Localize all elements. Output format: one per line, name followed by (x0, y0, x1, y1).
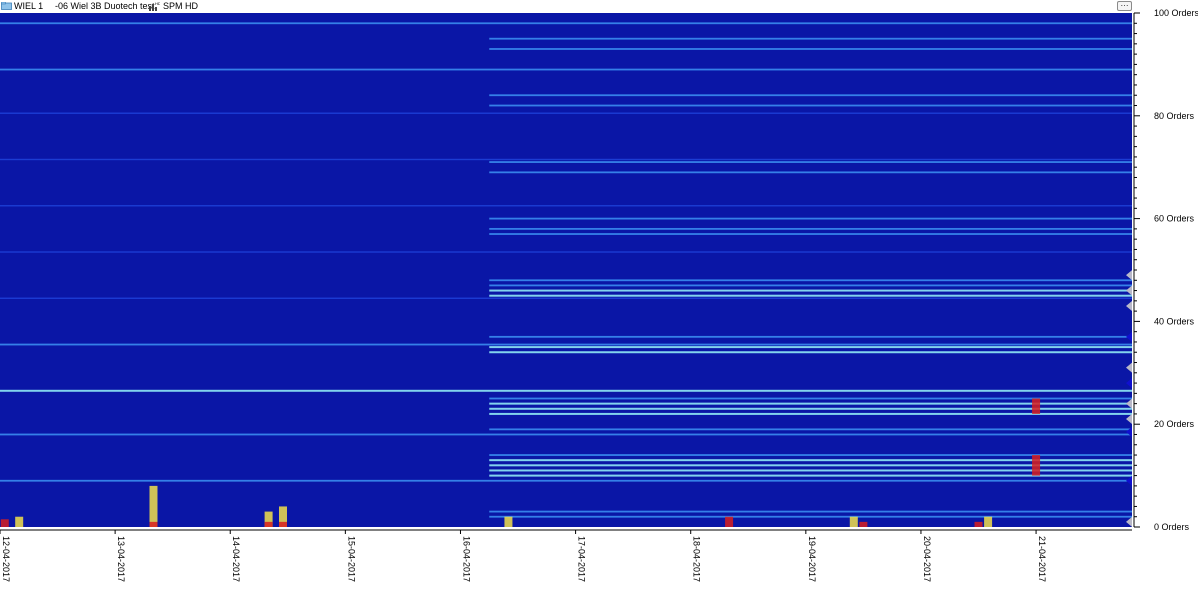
order-marker-gray[interactable] (1126, 300, 1132, 311)
order-band (489, 227, 1132, 230)
hotspot (849, 516, 858, 527)
order-band (489, 217, 1132, 220)
x-tick-label: 17-04-2017 (577, 536, 587, 582)
hotspot (149, 521, 158, 527)
order-marker-blue[interactable] (1126, 426, 1132, 437)
measurement-type[interactable]: SPM HD (163, 1, 199, 11)
y-tick-label: 0 Orders (1154, 522, 1190, 532)
y-tick-label: 100 Orders (1154, 8, 1198, 18)
y-tick-label: 20 Orders (1154, 419, 1195, 429)
order-band (489, 48, 1132, 50)
y-axis: 0 Orders 20 Orders 40 Orders 60 Orders 80 Or… (1133, 8, 1198, 532)
order-marker-blue[interactable] (1126, 331, 1132, 342)
order-band (0, 205, 1132, 207)
order-marker-blue[interactable] (1126, 378, 1132, 389)
order-band (0, 22, 1132, 25)
y-tick-label: 40 Orders (1154, 316, 1195, 326)
order-band (489, 515, 1132, 518)
order-band (489, 510, 1132, 513)
svg-text:HD: HD (155, 1, 160, 6)
order-band (0, 297, 1132, 299)
chart-icon: HD (149, 1, 160, 11)
order-band (489, 469, 1132, 472)
order-band (489, 279, 1132, 282)
y-tick-label: 60 Orders (1154, 214, 1195, 224)
order-band (0, 389, 1132, 392)
order-band (489, 459, 1132, 462)
more-menu-button[interactable]: ··· (1117, 1, 1132, 11)
hotspot (149, 485, 158, 527)
order-band (489, 289, 1132, 292)
order-band (489, 464, 1132, 467)
order-band (489, 294, 1132, 297)
hotspot (1032, 455, 1041, 476)
order-band (489, 474, 1132, 477)
x-axis: 12-04-2017 13-04-2017 14-04-2017 15-04-2017… (0, 529, 1132, 582)
order-marker-gray[interactable] (1126, 516, 1132, 527)
title-bar: WIEL 1 -06 Wiel 3B Duotech test HD SPM H… (0, 0, 1198, 13)
hotspot (279, 506, 287, 527)
order-band (489, 161, 1132, 163)
hotspot (504, 516, 513, 527)
x-tick-label: 15-04-2017 (346, 536, 356, 582)
x-tick-label: 20-04-2017 (922, 536, 932, 582)
hotspot (264, 511, 273, 527)
order-band (0, 112, 1132, 114)
order-marker-gray[interactable] (1126, 414, 1132, 425)
order-band (489, 104, 1132, 107)
hotspot (984, 516, 993, 527)
order-band (489, 335, 1132, 338)
x-tick-label: 16-04-2017 (461, 536, 471, 582)
order-band (489, 94, 1132, 97)
order-marker-blue[interactable] (1126, 475, 1132, 486)
order-band (489, 407, 1132, 410)
order-band (0, 158, 1132, 161)
order-band (489, 346, 1132, 349)
order-band (489, 284, 1132, 287)
order-band (0, 343, 1132, 346)
order-band (489, 37, 1132, 40)
hotspot (0, 519, 9, 527)
hotspot (859, 521, 868, 527)
folder-icon (1, 2, 12, 10)
order-marker-gray[interactable] (1126, 398, 1132, 409)
order-marker-gray[interactable] (1126, 362, 1132, 373)
hotspot (15, 516, 24, 527)
order-band (0, 251, 1132, 253)
x-tick-label: 18-04-2017 (692, 536, 702, 582)
x-tick-label: 19-04-2017 (807, 536, 817, 582)
hotspot (1032, 398, 1041, 414)
hotspot (279, 521, 287, 527)
order-band (0, 479, 1132, 482)
order-band (0, 433, 1132, 436)
order-band (489, 402, 1132, 405)
order-band (0, 68, 1132, 71)
x-tick-label: 12-04-2017 (1, 536, 11, 582)
order-markers (1126, 270, 1132, 527)
order-band (489, 233, 1132, 235)
asset-name[interactable]: WIEL 1 (14, 1, 44, 11)
point-name[interactable]: -06 Wiel 3B Duotech test (55, 1, 155, 11)
y-tick-label: 80 Orders (1154, 111, 1195, 121)
order-band (489, 351, 1132, 354)
order-band (489, 412, 1132, 415)
order-band (489, 454, 1132, 456)
x-tick-label: 21-04-2017 (1037, 536, 1047, 582)
hotspot (974, 521, 983, 527)
hotspot (725, 516, 734, 527)
heatmap-background (0, 13, 1132, 527)
x-tick-label: 14-04-2017 (231, 536, 241, 582)
x-tick-label: 13-04-2017 (116, 536, 126, 582)
order-marker-gray[interactable] (1126, 270, 1132, 281)
order-marker-gray[interactable] (1126, 285, 1132, 296)
order-band (489, 171, 1132, 174)
plot-area[interactable] (0, 13, 1132, 527)
order-band (489, 428, 1132, 431)
order-band (489, 397, 1132, 400)
hotspot (264, 521, 273, 527)
